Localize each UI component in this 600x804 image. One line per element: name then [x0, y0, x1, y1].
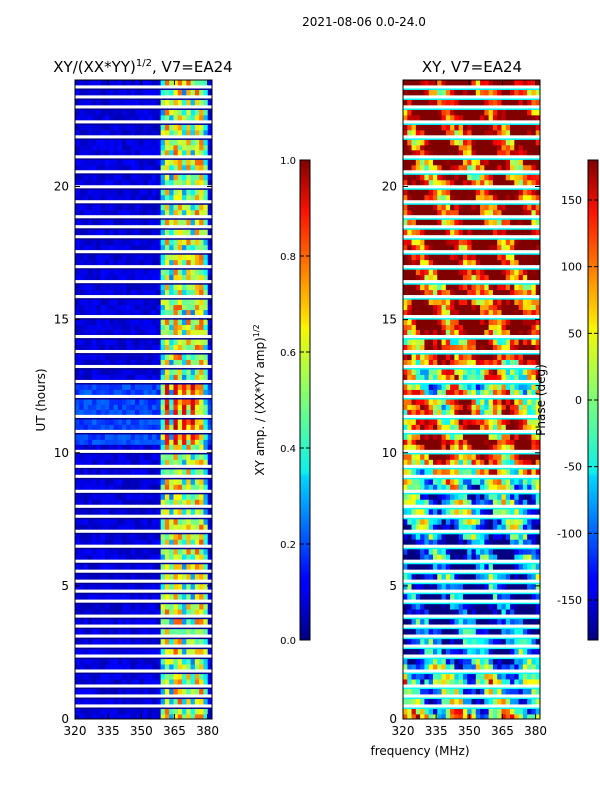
colorbar-tick-label: 100 [561, 261, 582, 274]
y-tick-label: 15 [382, 313, 397, 327]
phase-xlabel: frequency (MHz) [370, 744, 469, 758]
colorbar-tick-label: -100 [557, 527, 582, 540]
amplitude-panel: XY/(XX*YY)1/2, V7=EA24 320 335 350 365 380 0… [34, 58, 233, 738]
colorbar-tick-label: 0.8 [280, 252, 296, 263]
colorbar-tick-label: 50 [568, 327, 582, 340]
x-tick-label: 335 [425, 724, 448, 738]
colorbar-tick-label: 0.2 [280, 540, 296, 551]
phase-colorbar-label: Phase (deg) [534, 364, 548, 436]
phase-panel: XY, V7=EA24 320 335 350 365 380 0 5 10 15 20 fre… [370, 58, 547, 758]
y-tick-label: 5 [389, 579, 397, 593]
x-tick-label: 350 [130, 724, 153, 738]
y-tick-label: 10 [382, 446, 397, 460]
amplitude-panel-title: XY/(XX*YY)1/2, V7=EA24 [53, 58, 232, 76]
amplitude-colorbar: 0.0 0.2 0.4 0.6 0.8 1.0 XY amp. / (XX*YY amp)… [252, 156, 310, 647]
colorbar-tick-label: -50 [564, 461, 582, 474]
phase-panel-title: XY, V7=EA24 [422, 58, 522, 76]
x-tick-label: 350 [458, 724, 481, 738]
y-tick-label: 10 [54, 446, 69, 460]
colorbar-tick-label: 0.4 [280, 444, 296, 455]
x-tick-label: 320 [392, 724, 415, 738]
amplitude-ylabel: UT (hours) [34, 368, 48, 431]
amplitude-colorbar-gradient [300, 160, 310, 640]
figure-suptitle: 2021-08-06 0.0-24.0 [302, 15, 426, 29]
y-tick-label: 20 [382, 180, 397, 194]
y-tick-label: 20 [54, 180, 69, 194]
colorbar-tick-label: 0.0 [280, 636, 296, 647]
y-tick-label: 15 [54, 313, 69, 327]
x-tick-label: 335 [97, 724, 120, 738]
colorbar-tick-label: 0 [575, 394, 582, 407]
y-tick-label: 0 [389, 712, 397, 726]
x-tick-label: 380 [196, 724, 219, 738]
x-tick-label: 320 [64, 724, 87, 738]
x-tick-label: 365 [491, 724, 514, 738]
phase-heatmap [403, 80, 540, 719]
amplitude-colorbar-label: XY amp. / (XX*YY amp)1/2 [252, 324, 267, 475]
colorbar-tick-label: 0.6 [280, 348, 296, 359]
colorbar-tick-label: 1.0 [280, 156, 296, 167]
x-tick-label: 380 [524, 724, 547, 738]
phase-colorbar: -150 -100 -50 0 50 100 150 Phase (deg) [534, 160, 598, 640]
amplitude-heatmap [75, 80, 212, 719]
y-tick-label: 5 [61, 579, 69, 593]
y-tick-label: 0 [61, 712, 69, 726]
colorbar-tick-label: 150 [561, 194, 582, 207]
x-tick-label: 365 [163, 724, 186, 738]
colorbar-tick-label: -150 [557, 594, 582, 607]
